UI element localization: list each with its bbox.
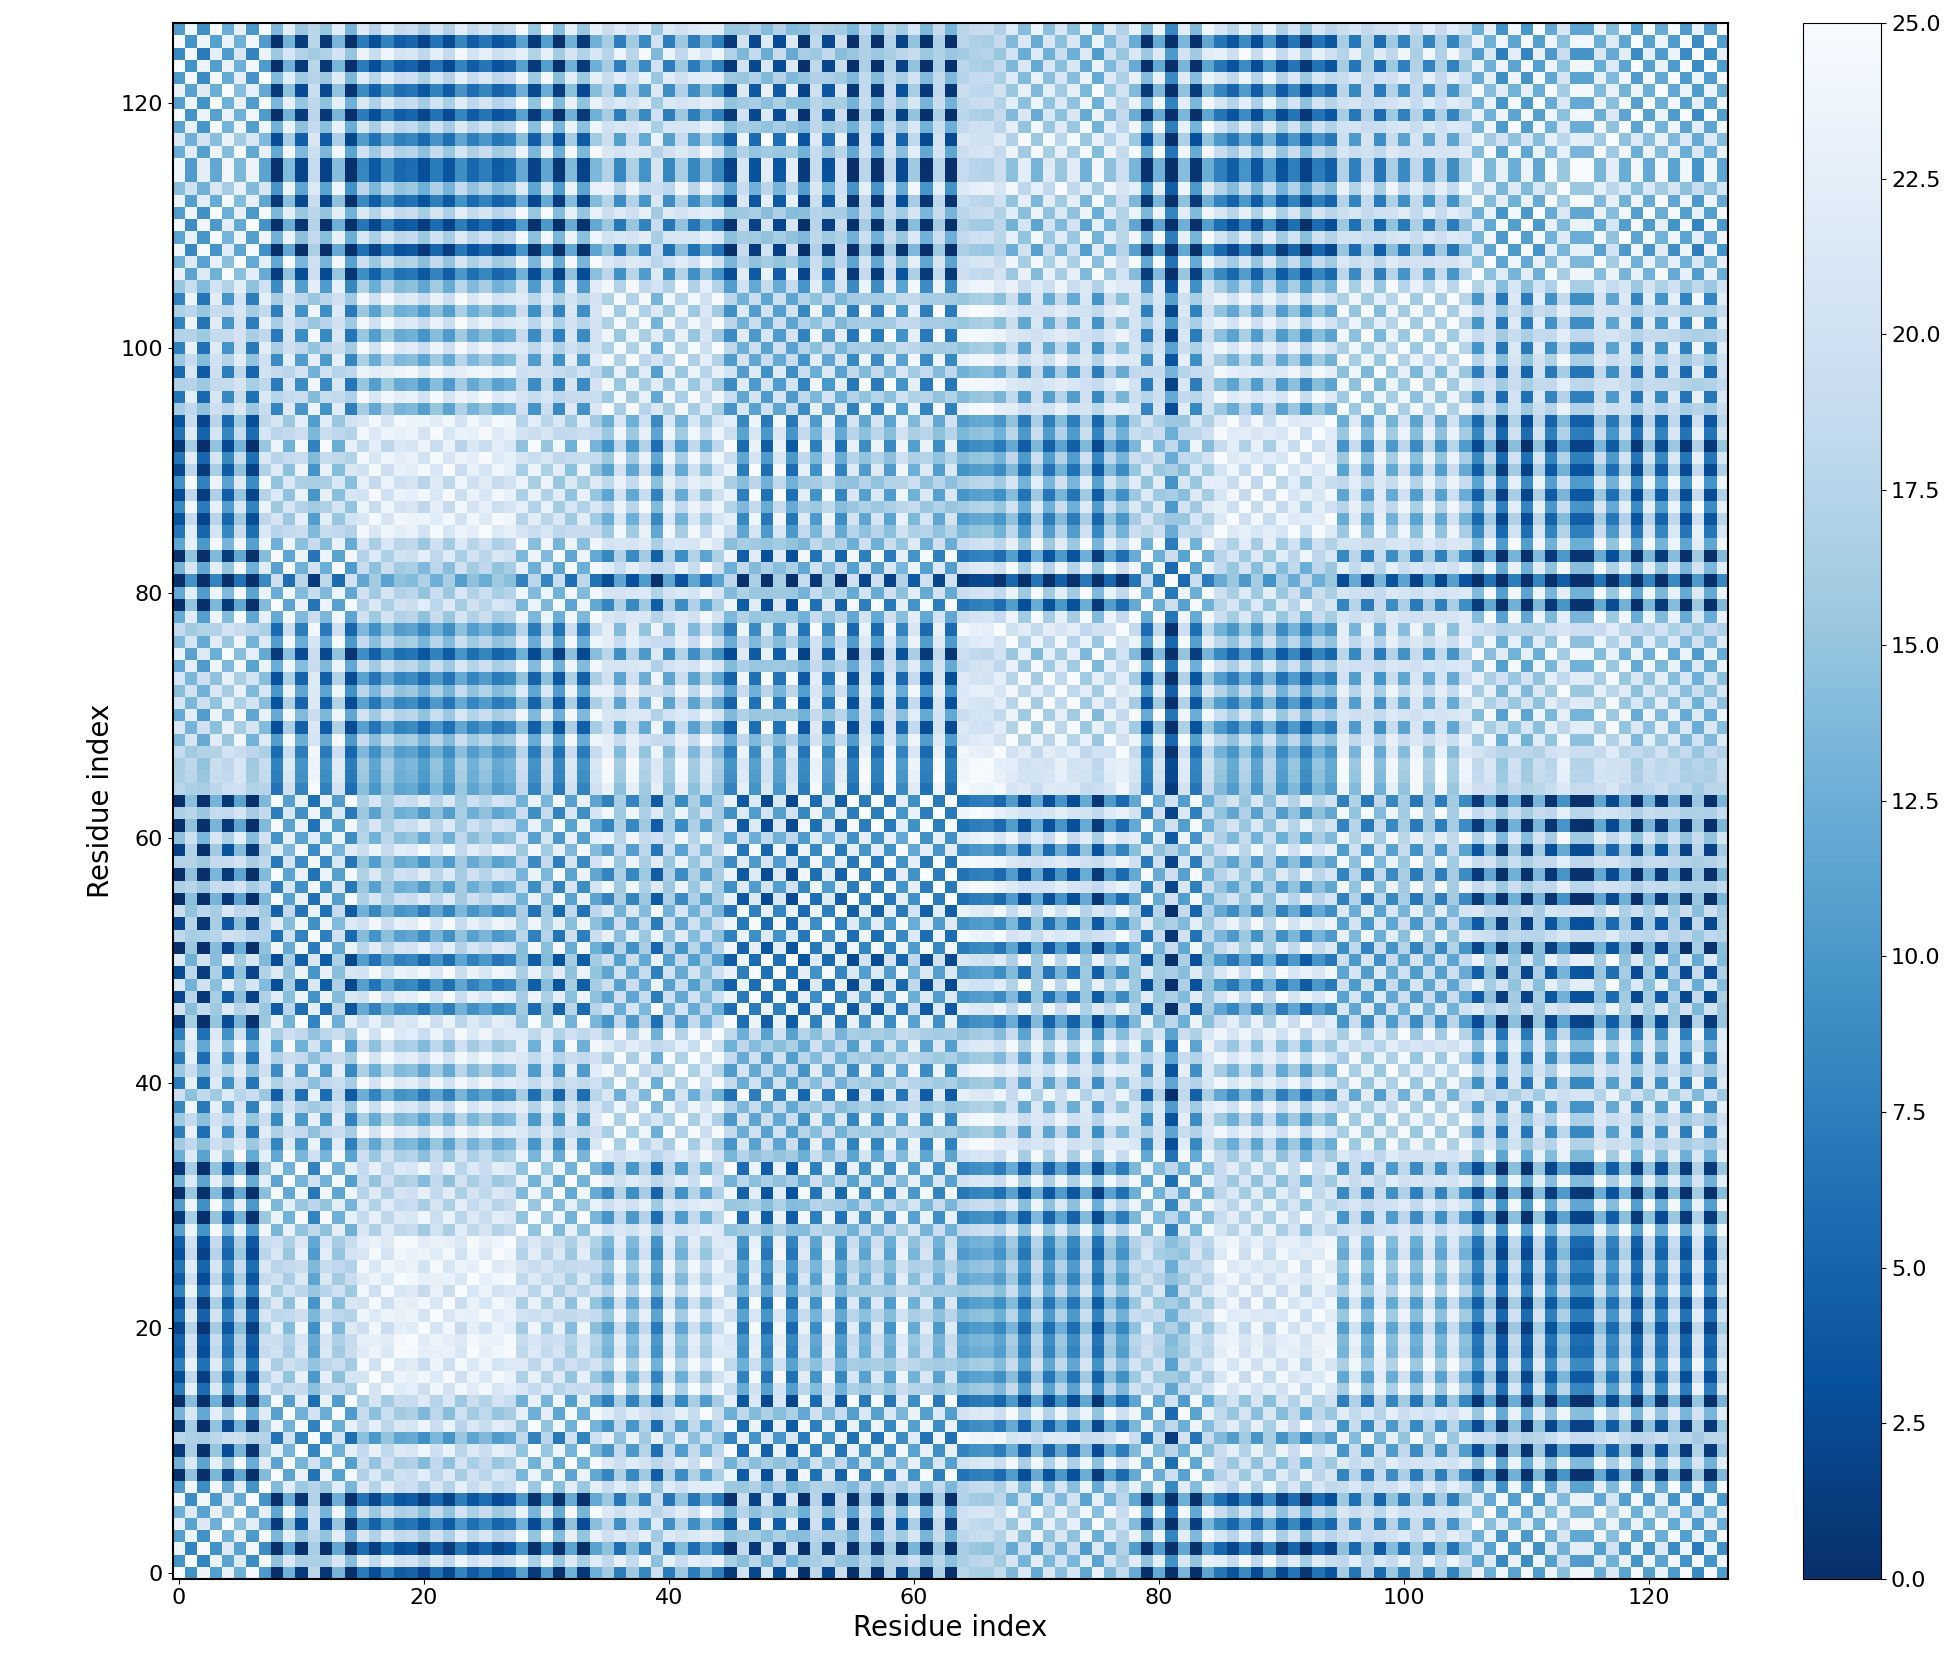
X-axis label: Residue index: Residue index: [853, 1614, 1047, 1642]
Y-axis label: Residue index: Residue index: [86, 704, 115, 898]
